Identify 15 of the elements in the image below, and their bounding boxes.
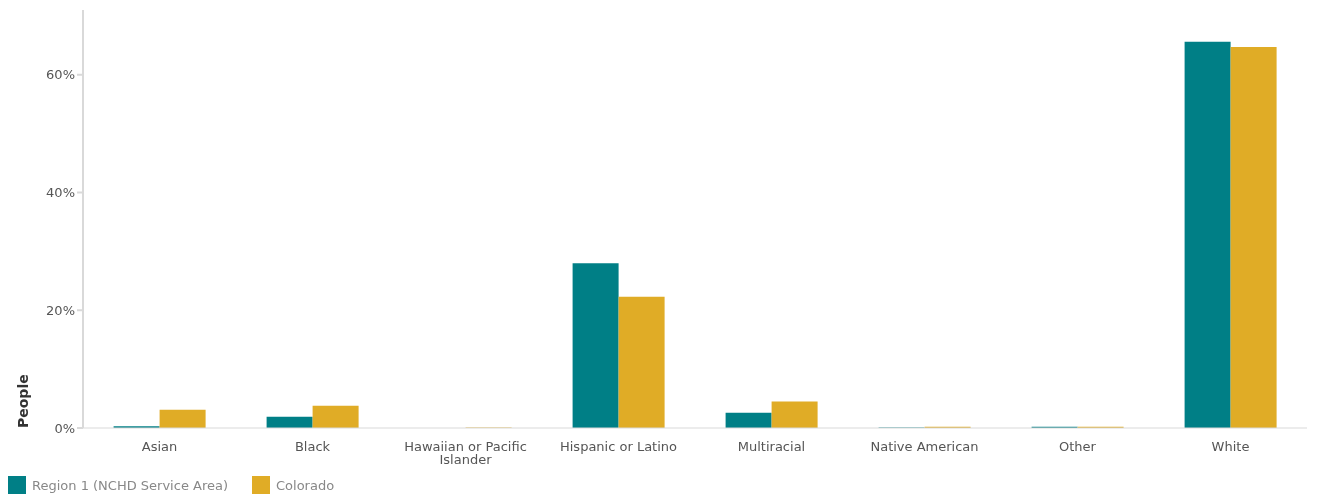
x-tick-label: White	[1211, 439, 1250, 455]
legend-label: Region 1 (NCHD Service Area)	[32, 477, 228, 493]
x-tick-label: Asian	[141, 439, 178, 455]
x-tick-label: Black	[294, 439, 331, 455]
x-tick-label: Hispanic or Latino	[559, 439, 678, 455]
y-axis-title: People	[15, 374, 32, 428]
y-tick-label: 40%	[46, 185, 75, 201]
x-tick-label: Multiracial	[737, 439, 806, 455]
x-tick-label: Native American	[870, 439, 979, 455]
y-tick-label: 20%	[46, 302, 75, 318]
x-tick-label: Hawaiian or Pacific Islander	[404, 439, 527, 468]
y-tick-label: 0%	[54, 420, 75, 436]
x-tick-label: Other	[1059, 439, 1097, 455]
y-tick-label: 60%	[46, 67, 75, 83]
legend-label: Colorado	[276, 477, 335, 493]
